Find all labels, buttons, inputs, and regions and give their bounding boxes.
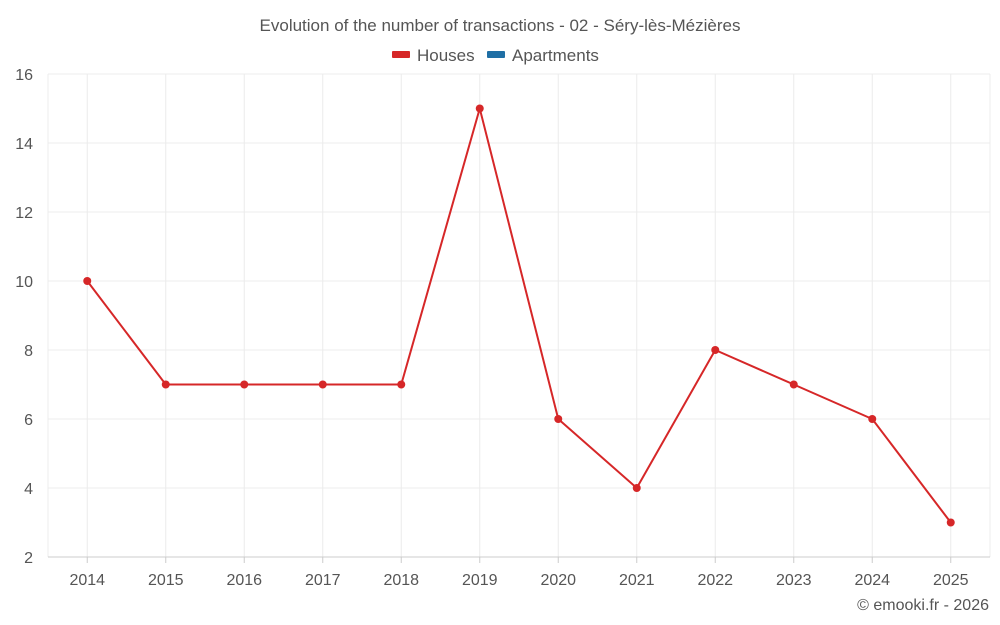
x-tick-label: 2024 xyxy=(854,572,890,589)
data-point-houses[interactable] xyxy=(554,415,563,423)
x-tick-label: 2017 xyxy=(305,572,341,589)
y-tick-label: 8 xyxy=(24,343,33,360)
y-tick-label: 6 xyxy=(24,412,33,429)
x-tick-label: 2022 xyxy=(697,572,733,589)
data-point-houses[interactable] xyxy=(83,277,92,285)
data-point-houses[interactable] xyxy=(868,415,877,423)
x-tick-label: 2015 xyxy=(148,572,184,589)
data-point-houses[interactable] xyxy=(789,380,798,389)
legend: Houses Apartments xyxy=(392,46,599,65)
data-point-houses[interactable] xyxy=(397,380,406,389)
y-tick-label: 10 xyxy=(15,274,33,291)
grid xyxy=(47,73,991,558)
x-tick-label: 2021 xyxy=(619,572,655,589)
legend-swatch-houses[interactable] xyxy=(392,51,410,58)
legend-swatch-apartments[interactable] xyxy=(487,51,505,58)
y-axis: 2 4 6 8 10 12 14 16 xyxy=(15,67,33,567)
credit-text: © emooki.fr - 2026 xyxy=(857,597,989,614)
x-tick-label: 2018 xyxy=(383,572,419,589)
y-tick-label: 12 xyxy=(15,205,33,222)
chart-title: Evolution of the number of transactions … xyxy=(260,16,741,35)
legend-label-houses[interactable]: Houses xyxy=(417,46,475,65)
x-tick-label: 2016 xyxy=(226,572,262,589)
data-point-houses[interactable] xyxy=(475,104,484,113)
x-tick-label: 2020 xyxy=(540,572,576,589)
x-tick-label: 2019 xyxy=(462,572,498,589)
data-point-houses[interactable] xyxy=(318,380,327,389)
y-tick-label: 2 xyxy=(24,550,33,567)
y-tick-label: 4 xyxy=(24,481,33,498)
series-houses xyxy=(83,104,955,527)
x-axis: 2014 2015 2016 2017 2018 2019 2020 2021 2022 2023… xyxy=(69,557,969,589)
y-tick-label: 16 xyxy=(15,67,33,84)
data-point-houses[interactable] xyxy=(946,518,955,527)
legend-label-apartments[interactable]: Apartments xyxy=(512,46,599,65)
data-point-houses[interactable] xyxy=(240,380,249,389)
data-point-houses[interactable] xyxy=(161,380,170,389)
series-line-houses xyxy=(86,107,952,524)
x-tick-label: 2014 xyxy=(69,572,105,589)
data-point-houses[interactable] xyxy=(632,484,641,492)
x-tick-label: 2025 xyxy=(933,572,969,589)
y-tick-label: 14 xyxy=(15,136,33,153)
x-tick-label: 2023 xyxy=(776,572,812,589)
data-point-houses[interactable] xyxy=(711,346,720,354)
